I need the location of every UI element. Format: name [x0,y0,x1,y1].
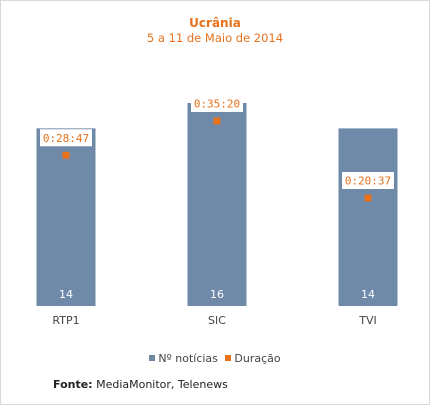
source-label: Fonte: [53,378,93,391]
source-note: Fonte: MediaMonitor, Telenews [53,378,228,391]
legend-swatch-duration [225,355,232,361]
duration-label-box [40,129,92,147]
duration-value-label: 0:20:37 [345,175,391,188]
category-label: SIC [208,314,226,327]
duration-label-box [191,95,243,112]
duration-value-label: 0:28:47 [43,132,89,145]
source-text: MediaMonitor, Telenews [96,378,228,391]
category-label: TVI [358,314,377,327]
legend-swatch-bars [149,355,156,361]
bar-tvi[interactable] [338,128,398,306]
chart-subtitle: 5 a 11 de Maio de 2014 [146,31,284,45]
legend-item-bars[interactable]: Nº notícias [149,352,218,365]
bar-value-label: 14 [361,288,375,301]
duration-marker[interactable] [213,117,221,125]
chart-legend: Nº notícias Duração [0,352,430,365]
category-label: RTP1 [52,314,79,327]
bar-sic[interactable] [187,103,247,306]
legend-label-bars: Nº notícias [158,352,218,365]
duration-marker[interactable] [62,151,70,159]
legend-label-duration: Duração [234,352,281,365]
bar-value-label: 14 [59,288,73,301]
legend-item-duration[interactable]: Duração [225,352,281,365]
bar-value-label: 16 [210,288,224,301]
chart-title: Ucrânia [189,16,241,30]
duration-label-box [342,172,394,189]
duration-value-label: 0:35:20 [194,98,240,111]
duration-marker[interactable] [364,194,372,202]
